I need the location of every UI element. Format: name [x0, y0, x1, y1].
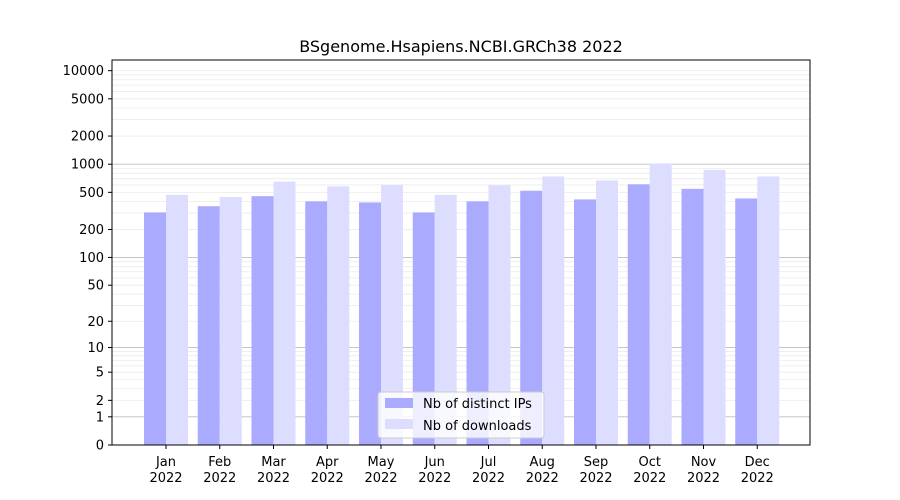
bar-distinct-ips	[574, 199, 596, 445]
y-tick-label: 2000	[71, 130, 104, 145]
bar-distinct-ips	[359, 202, 381, 445]
legend-label-ips: Nb of distinct IPs	[423, 397, 532, 412]
x-tick-label-month: Nov	[691, 455, 717, 470]
bar-distinct-ips	[520, 190, 543, 445]
y-tick-label: 20	[87, 315, 104, 330]
x-tick-label-year: 2022	[526, 471, 559, 486]
x-tick-label-year: 2022	[364, 471, 397, 486]
bar-downloads	[757, 176, 780, 445]
x-tick-label-month: Feb	[208, 455, 231, 470]
bar-downloads	[381, 184, 403, 446]
bar-downloads	[649, 163, 672, 445]
x-tick-label-year: 2022	[257, 471, 290, 486]
y-tick-label: 50	[87, 279, 104, 294]
legend-label-downloads: Nb of downloads	[423, 419, 532, 434]
x-tick-label-month: Aug	[530, 455, 555, 470]
x-tick-label-month: Mar	[261, 455, 286, 470]
y-tick-label: 5	[96, 366, 104, 381]
x-tick-label-month: Jan	[155, 455, 176, 470]
legend: Nb of distinct IPs Nb of downloads	[377, 391, 545, 439]
x-tick-label-year: 2022	[418, 471, 451, 486]
x-tick-label-month: Oct	[639, 455, 661, 470]
bar-distinct-ips	[412, 212, 435, 445]
y-tick-label: 100	[79, 251, 104, 266]
bar-downloads	[219, 197, 242, 445]
chart-title: BSgenome.Hsapiens.NCBI.GRCh38 2022	[299, 37, 623, 56]
plot-frame	[111, 59, 811, 446]
legend-swatch-downloads	[385, 419, 413, 429]
bars-layer	[144, 163, 780, 446]
x-tick-label-year: 2022	[472, 471, 505, 486]
x-tick-label-month: Sep	[584, 455, 609, 470]
bar-downloads	[703, 169, 726, 446]
bar-downloads	[542, 176, 565, 445]
x-tick-label-month: Jul	[480, 455, 497, 470]
bar-downloads	[434, 194, 457, 445]
x-tick-label-year: 2022	[687, 471, 720, 486]
y-tick-label: 1000	[71, 158, 104, 173]
legend-swatch-ips	[385, 398, 413, 408]
bar-distinct-ips	[466, 201, 489, 445]
x-axis: Jan2022Feb2022Mar2022Apr2022May2022Jun20…	[149, 445, 774, 486]
y-tick-label: 0	[96, 439, 104, 454]
bar-downloads	[273, 181, 296, 445]
bar-downloads	[596, 180, 618, 446]
y-tick-label: 1	[96, 410, 104, 425]
y-axis: 0 12 5 10 20 50 100 200 500 1000 2000 5000 10000	[63, 64, 112, 454]
y-tick-label: 10	[87, 341, 104, 356]
bar-downloads	[166, 194, 188, 445]
y-tick-label: 10000	[63, 64, 104, 79]
x-tick-label-year: 2022	[741, 471, 774, 486]
bar-downloads	[327, 186, 350, 445]
x-tick-label-month: Apr	[316, 455, 339, 470]
bar-downloads	[488, 185, 511, 446]
x-tick-label-month: May	[368, 455, 395, 470]
y-tick-label: 200	[79, 223, 104, 238]
x-tick-label-year: 2022	[149, 471, 182, 486]
x-tick-label-year: 2022	[633, 471, 666, 486]
bar-distinct-ips	[627, 184, 650, 445]
x-tick-label-month: Dec	[745, 455, 770, 470]
x-tick-label-year: 2022	[203, 471, 236, 486]
bar-distinct-ips	[197, 206, 220, 445]
x-tick-label-month: Jun	[424, 455, 445, 470]
y-tick-label: 2	[96, 394, 104, 409]
x-tick-label-year: 2022	[311, 471, 344, 486]
bar-distinct-ips	[144, 212, 166, 445]
y-tick-label: 500	[79, 186, 104, 201]
bar-distinct-ips	[735, 198, 758, 445]
x-tick-label-year: 2022	[579, 471, 612, 486]
y-tick-label: 5000	[71, 92, 104, 107]
legend-box	[377, 391, 545, 439]
bar-distinct-ips	[251, 196, 274, 445]
bar-distinct-ips	[305, 201, 328, 445]
bar-distinct-ips	[681, 188, 704, 445]
